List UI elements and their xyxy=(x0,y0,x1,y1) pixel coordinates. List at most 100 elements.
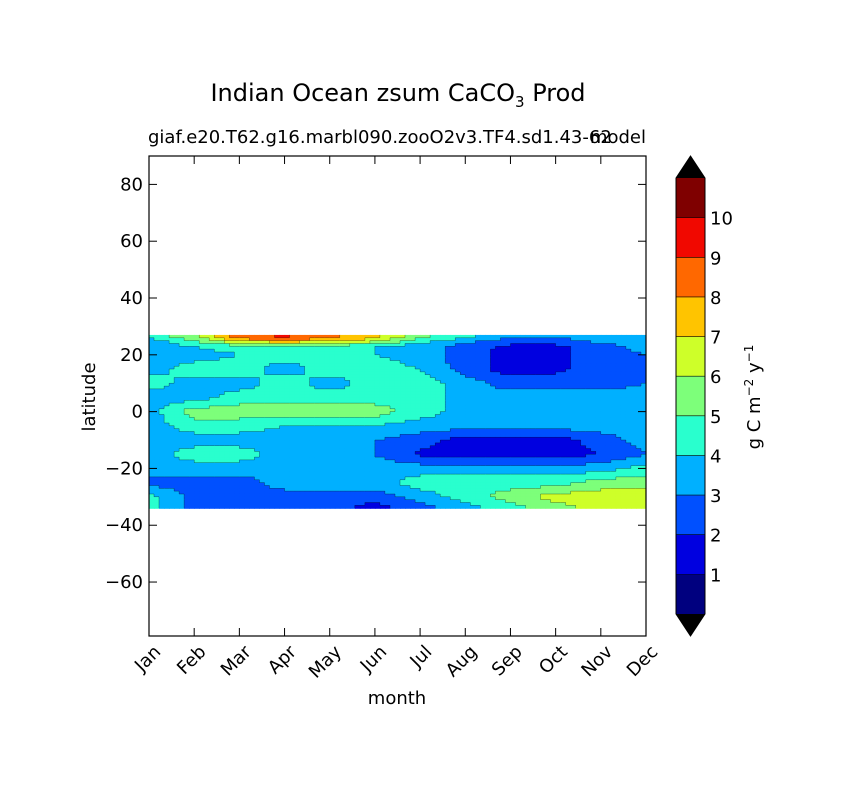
heatmap-cell xyxy=(540,383,547,387)
heatmap-cell xyxy=(410,474,416,478)
heatmap-cell xyxy=(585,386,592,390)
heatmap-cell xyxy=(384,434,391,438)
heatmap-cell xyxy=(224,383,230,387)
heatmap-cell xyxy=(199,437,205,441)
heatmap-cell xyxy=(164,422,170,427)
heatmap-cell xyxy=(184,454,190,458)
heatmap-cell xyxy=(540,465,547,470)
heatmap-cell xyxy=(229,343,235,347)
heatmap-cell xyxy=(339,465,346,470)
heatmap-cell xyxy=(410,445,416,450)
heatmap-cell xyxy=(450,337,456,342)
heatmap-cell xyxy=(389,383,396,387)
heatmap-cell xyxy=(535,462,542,467)
heatmap-cell xyxy=(279,465,286,470)
heatmap-cell xyxy=(530,434,537,438)
heatmap-cell xyxy=(304,411,311,416)
heatmap-cell xyxy=(149,437,155,441)
heatmap-cell xyxy=(520,394,527,399)
heatmap-cell xyxy=(505,386,512,390)
heatmap-cell xyxy=(585,417,592,421)
heatmap-cell xyxy=(169,377,175,381)
heatmap-cell xyxy=(214,414,220,418)
heatmap-cell xyxy=(239,351,245,356)
heatmap-cell xyxy=(364,400,371,404)
heatmap-cell xyxy=(550,428,557,433)
heatmap-cell xyxy=(394,454,401,458)
heatmap-cell xyxy=(590,442,597,447)
heatmap-cell xyxy=(369,363,376,367)
heatmap-cell xyxy=(199,369,205,373)
heatmap-cell xyxy=(435,374,441,379)
heatmap-cell xyxy=(420,440,426,444)
heatmap-cell xyxy=(525,471,532,475)
heatmap-cell xyxy=(595,405,602,410)
heatmap-cell xyxy=(194,414,200,418)
heatmap-cell xyxy=(485,394,491,399)
heatmap-cell xyxy=(600,334,607,339)
heatmap-cell xyxy=(490,403,496,407)
heatmap-cell xyxy=(585,431,592,435)
heatmap-cell xyxy=(620,357,627,362)
heatmap-cell xyxy=(485,408,491,413)
heatmap-cell xyxy=(219,425,225,430)
heatmap-cell xyxy=(209,346,215,350)
heatmap-cell xyxy=(405,417,411,421)
heatmap-cell xyxy=(189,366,195,370)
heatmap-cell xyxy=(274,377,281,381)
heatmap-cell xyxy=(505,457,512,461)
heatmap-cell xyxy=(279,388,286,393)
heatmap-cell xyxy=(379,422,386,427)
heatmap-cell xyxy=(595,408,602,413)
heatmap-cell xyxy=(415,434,421,438)
heatmap-cell xyxy=(460,403,466,407)
heatmap-cell xyxy=(500,397,507,401)
heatmap-cell xyxy=(194,457,200,461)
heatmap-cell xyxy=(480,454,486,458)
heatmap-cell xyxy=(289,351,296,356)
heatmap-cell xyxy=(620,340,627,345)
heatmap-cell xyxy=(214,451,220,455)
heatmap-cell xyxy=(154,437,160,441)
heatmap-cell xyxy=(440,454,446,458)
heatmap-cell xyxy=(605,417,612,421)
heatmap-cell xyxy=(259,366,266,370)
heatmap-cell xyxy=(299,442,306,447)
heatmap-cell xyxy=(555,369,562,373)
heatmap-cell xyxy=(159,476,165,481)
heatmap-cell xyxy=(575,411,582,416)
heatmap-cell xyxy=(400,351,406,356)
heatmap-cell xyxy=(239,366,245,370)
heatmap-cell xyxy=(249,420,256,424)
heatmap-cell xyxy=(164,428,170,433)
heatmap-cell xyxy=(209,366,215,370)
heatmap-cell xyxy=(520,349,527,353)
heatmap-cell xyxy=(274,369,281,373)
heatmap-cell xyxy=(430,408,436,413)
heatmap-cell xyxy=(359,411,366,416)
heatmap-cell xyxy=(485,465,491,470)
heatmap-cell xyxy=(495,454,502,458)
heatmap-cell xyxy=(219,442,225,447)
heatmap-cell xyxy=(610,445,617,450)
heatmap-cell xyxy=(590,457,597,461)
heatmap-cell xyxy=(615,369,622,373)
heatmap-cell xyxy=(334,388,341,393)
heatmap-cell xyxy=(600,411,607,416)
heatmap-cell xyxy=(565,357,572,362)
heatmap-cell xyxy=(244,445,250,450)
heatmap-cell xyxy=(625,465,632,470)
heatmap-cell xyxy=(485,442,491,447)
heatmap-cell xyxy=(184,437,190,441)
heatmap-cell xyxy=(550,471,557,475)
heatmap-cell xyxy=(349,346,356,350)
heatmap-cell xyxy=(174,440,180,444)
heatmap-cell xyxy=(625,437,632,441)
heatmap-cell xyxy=(590,349,597,353)
heatmap-cell xyxy=(450,349,456,353)
heatmap-cell xyxy=(269,474,276,478)
heatmap-cell xyxy=(555,337,562,342)
heatmap-cell xyxy=(269,457,276,461)
heatmap-cell xyxy=(520,403,527,407)
heatmap-cell xyxy=(420,371,426,376)
